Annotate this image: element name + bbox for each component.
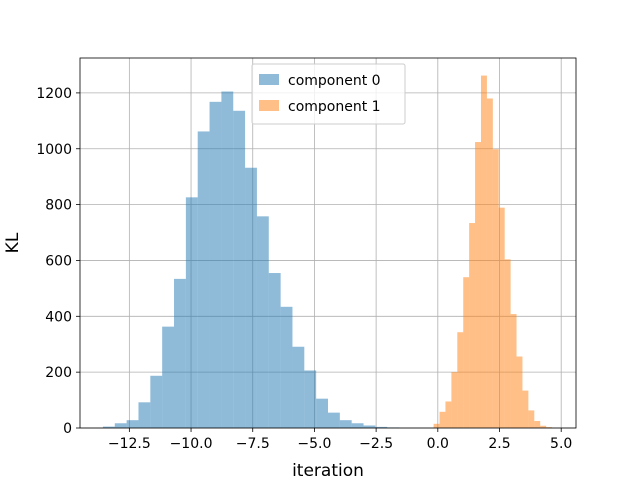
- histogram-bar: [351, 423, 364, 428]
- histogram-bar: [233, 110, 246, 429]
- y-tick-label: 1200: [36, 86, 72, 102]
- histogram-bar: [492, 149, 499, 428]
- histogram-bar: [363, 425, 376, 428]
- histogram-bar: [457, 332, 464, 428]
- y-tick-label: 1000: [36, 142, 72, 158]
- histogram-bar: [221, 91, 234, 429]
- histogram-bar: [304, 370, 317, 428]
- histogram-bar: [439, 411, 446, 428]
- histogram-bar: [375, 426, 388, 428]
- histogram-bar: [138, 402, 151, 428]
- histogram-bar: [445, 401, 452, 428]
- series-1-bars: [433, 75, 553, 428]
- legend-label: component 0: [288, 73, 381, 89]
- x-axis-title: iteration: [292, 461, 364, 480]
- histogram-bar: [328, 412, 340, 428]
- histogram-bar: [516, 356, 523, 428]
- x-tick-label: −7.5: [236, 436, 270, 452]
- histogram-bar: [522, 390, 529, 428]
- legend-swatch: [259, 100, 279, 111]
- histogram-bar: [114, 423, 127, 428]
- histogram-bar: [463, 277, 470, 428]
- y-tick-label: 0: [63, 421, 72, 437]
- y-axis-title: KL: [3, 232, 23, 253]
- x-tick-label: −10.0: [170, 436, 213, 452]
- x-tick-label: 2.5: [488, 436, 510, 452]
- histogram-bar: [162, 326, 175, 428]
- histogram-bar: [480, 75, 487, 428]
- x-tick-label: −5.0: [297, 436, 331, 452]
- plot-frame: [79, 57, 577, 429]
- histogram-bar: [102, 426, 115, 428]
- histogram-bar: [469, 223, 476, 428]
- histogram-bar: [339, 420, 352, 428]
- y-tick-label: 600: [45, 253, 72, 269]
- histogram-bar: [534, 421, 541, 428]
- legend-box: [251, 63, 406, 125]
- x-tick-label: −2.5: [359, 436, 393, 452]
- x-tick-label: 0.0: [427, 436, 449, 452]
- histogram-bar: [126, 420, 139, 428]
- histogram-bar: [256, 216, 269, 428]
- histogram-bar: [185, 197, 198, 428]
- y-tick-label: 200: [45, 365, 72, 381]
- x-tick-label: −12.5: [108, 436, 151, 452]
- histogram-bar: [540, 425, 547, 428]
- histogram-bar: [504, 259, 511, 428]
- histogram-bar: [528, 410, 535, 428]
- histogram-bar: [546, 427, 553, 428]
- histogram-bar: [510, 314, 517, 428]
- histogram-bar: [486, 98, 493, 428]
- histogram-bar: [433, 423, 440, 428]
- legend: component 0 component 1: [251, 63, 406, 125]
- y-tick-label: 400: [45, 309, 72, 325]
- histogram-bar: [280, 306, 293, 428]
- histogram-bar: [150, 375, 163, 428]
- histogram-bar: [197, 131, 210, 428]
- legend-label: component 1: [288, 99, 381, 115]
- series-0-bars: [102, 91, 400, 429]
- histogram-bar: [209, 101, 222, 429]
- histogram-bar: [475, 142, 481, 428]
- histogram-bar: [316, 398, 328, 428]
- histogram-bar: [451, 372, 458, 428]
- bars: [102, 75, 553, 429]
- legend-swatch: [259, 74, 279, 85]
- histogram-bar: [268, 273, 281, 428]
- y-tick-label: 800: [45, 198, 72, 214]
- histogram-bar: [498, 207, 505, 428]
- x-tick-label: 5.0: [550, 436, 572, 452]
- axis-ticks: −12.5 −10.0 −7.5 −5.0 −2.5 0.0 2.5 5.0 0 200 400 60…: [36, 86, 572, 452]
- histogram-bar: [292, 346, 305, 428]
- histogram-bar: [245, 167, 257, 428]
- histogram-bar: [174, 278, 186, 428]
